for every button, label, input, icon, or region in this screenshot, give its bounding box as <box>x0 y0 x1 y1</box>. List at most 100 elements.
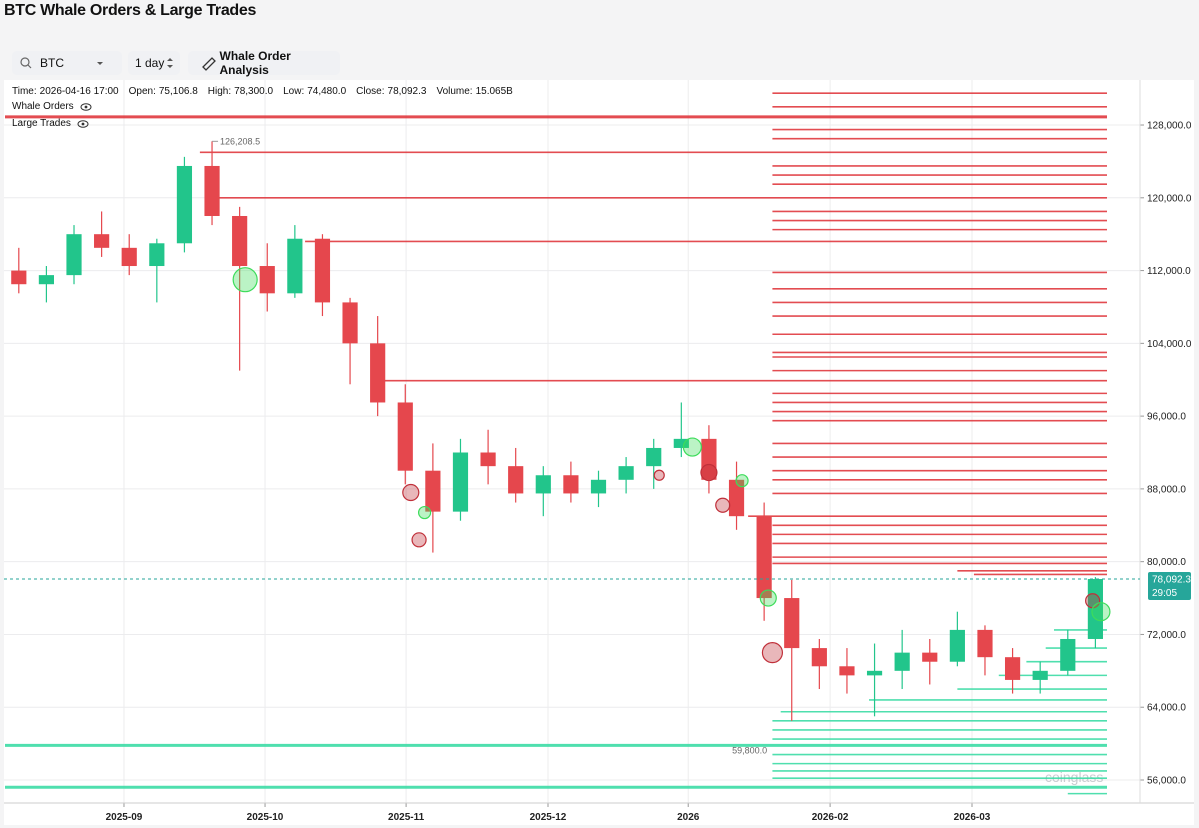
large-trade <box>761 642 784 664</box>
legend-label: Large Trades <box>12 118 71 129</box>
info-label: Close: <box>356 86 385 97</box>
candle-body <box>508 466 524 494</box>
candle-body <box>259 266 275 294</box>
y-tick-label: 128,000.0 <box>1147 121 1192 132</box>
candle-body <box>811 648 827 667</box>
ohlc-info: Time: 2026-04-16 17:00 Open: 75,106.8 High: 7… <box>12 86 523 97</box>
y-tick-label: 64,000.0 <box>1147 703 1186 714</box>
y-tick-label: 56,000.0 <box>1147 775 1186 786</box>
candle-body <box>728 479 745 517</box>
info-value: 78,300.0 <box>234 86 274 97</box>
legend-item[interactable]: Whale Orders <box>12 101 92 112</box>
candle-body <box>866 670 883 676</box>
x-tick-label: 2025-12 <box>530 812 567 823</box>
candle-body <box>949 629 965 662</box>
candle-body <box>977 629 993 658</box>
updown-icon <box>167 58 174 68</box>
whale-analysis-button[interactable]: Whale Order Analysis <box>188 49 340 77</box>
large-trade <box>759 589 777 607</box>
candle-body <box>618 466 634 480</box>
candle-body <box>590 479 607 494</box>
info-value: 78,092.3 <box>387 86 427 97</box>
interval: 1 day <box>135 56 165 70</box>
button-label: Whale Order Analysis <box>219 49 291 77</box>
x-tick-label: 2025-09 <box>106 812 143 823</box>
large-trade <box>411 532 427 548</box>
candle-body <box>342 302 358 344</box>
last-price-box <box>1148 572 1191 601</box>
candle-body <box>922 652 938 662</box>
candle-body <box>756 516 772 599</box>
y-tick-label: 104,000.0 <box>1147 339 1192 350</box>
candle-body <box>38 275 54 285</box>
eye-icon <box>80 102 92 111</box>
symbol-search[interactable]: BTC <box>12 51 122 75</box>
info-item: Close: 78,092.3 <box>356 86 426 97</box>
candle-body <box>646 447 662 467</box>
candle-body <box>204 165 220 216</box>
candle-body <box>425 470 441 512</box>
eye-icon <box>77 119 89 128</box>
candle-body <box>563 475 579 494</box>
large-trade <box>715 497 731 513</box>
legend-item[interactable]: Large Trades <box>12 118 89 129</box>
x-tick-label: 2026-02 <box>812 812 849 823</box>
large-trade <box>402 483 420 502</box>
candle-body <box>673 438 689 448</box>
ruler-icon <box>202 57 216 71</box>
y-tick-label: 72,000.0 <box>1147 630 1186 641</box>
last-price-label: 78,092.3 <box>1152 575 1191 586</box>
candle-body <box>1032 670 1048 680</box>
info-value: 15.065B <box>475 86 513 97</box>
x-tick-label: 2025-11 <box>388 812 425 823</box>
candle-body <box>784 598 800 649</box>
annotation: 126,208.5 <box>220 136 260 146</box>
large-trade <box>700 463 718 482</box>
candle-body <box>66 234 82 276</box>
candle-body <box>287 238 303 294</box>
info-item: Volume: 15.065B <box>436 86 512 97</box>
candle-body <box>701 438 717 480</box>
info-item: High: 78,300.0 <box>208 86 273 97</box>
candle-body <box>121 247 137 267</box>
info-label: Volume: <box>436 86 473 97</box>
candle-body <box>232 215 248 267</box>
x-tick-label: 2026 <box>677 812 700 823</box>
candle-body <box>894 652 910 671</box>
candle-body <box>370 343 386 403</box>
annotation: 59,800.0 <box>732 745 767 755</box>
candle-body <box>176 165 193 244</box>
countdown: 29:05 <box>1152 588 1177 599</box>
candle-body <box>314 238 331 303</box>
info-label: Open: <box>128 86 156 97</box>
large-trade <box>232 267 258 293</box>
candle-body <box>397 402 413 471</box>
info-value: 74,480.0 <box>307 86 347 97</box>
info-label: Time: <box>12 86 37 97</box>
legend-label: Whale Orders <box>12 101 74 112</box>
candle-body <box>149 243 165 267</box>
info-item: Time: 2026-04-16 17:00 <box>12 86 119 97</box>
info-label: High: <box>207 86 232 97</box>
interval-select[interactable]: 1 day <box>128 51 180 75</box>
info-value: 2026-04-16 17:00 <box>39 86 119 97</box>
y-tick-label: 88,000.0 <box>1147 484 1186 495</box>
large-trade <box>735 474 749 488</box>
info-item: Low: 74,480.0 <box>283 86 346 97</box>
large-trade <box>682 437 702 457</box>
search-icon <box>20 57 32 69</box>
x-tick-label: 2026-03 <box>954 812 991 823</box>
info-label: Low: <box>283 86 305 97</box>
candle-body <box>1060 638 1076 671</box>
plot-background <box>4 80 1194 825</box>
symbol: BTC <box>40 56 64 70</box>
candle-body <box>839 666 855 676</box>
info-value: 75,106.8 <box>158 86 198 97</box>
large-trade <box>417 505 432 520</box>
candle-body <box>94 234 110 248</box>
candle-body <box>535 475 551 494</box>
info-item: Open: 75,106.8 <box>129 86 198 97</box>
candle-body <box>452 452 469 512</box>
